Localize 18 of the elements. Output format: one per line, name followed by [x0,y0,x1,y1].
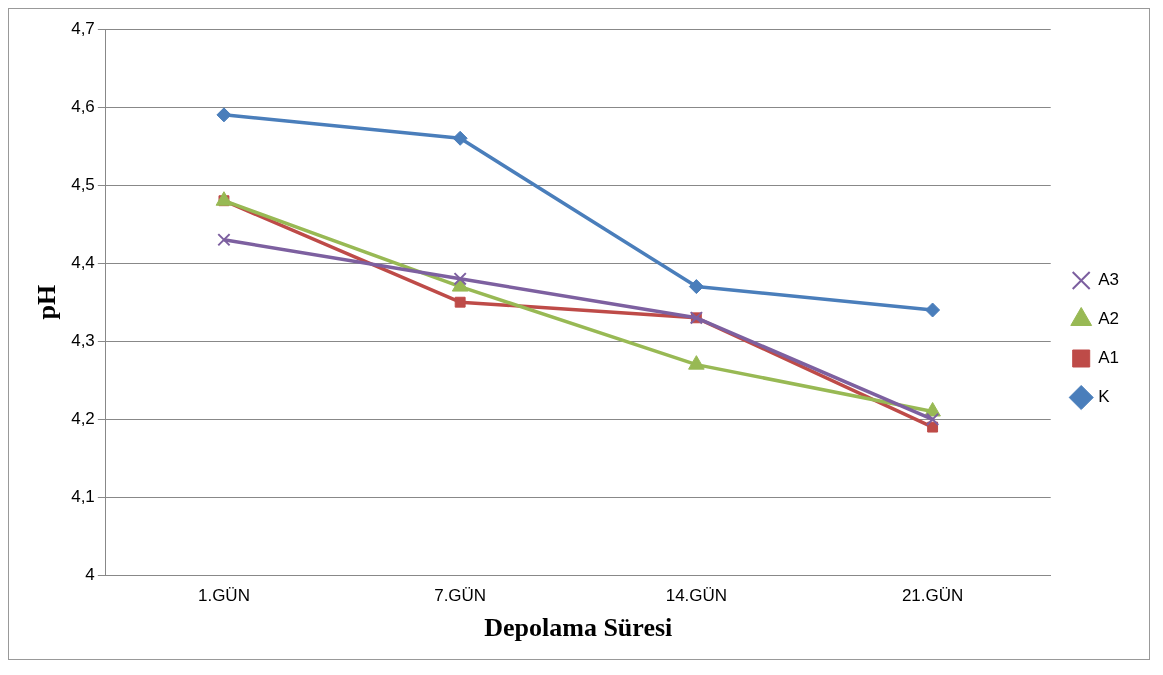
legend-label: A2 [1098,309,1119,329]
legend-label: A3 [1098,270,1119,290]
y-tick-label: 4,4 [71,252,95,272]
y-tick-label: 4,7 [71,18,95,38]
x-tick-label: 7.GÜN [434,586,487,606]
x-axis-title: Depolama Süresi [484,613,673,643]
y-tick-label: 4 [85,565,95,585]
x-tick-label: 14.GÜN [665,586,728,606]
x-tick-label: 21.GÜN [901,586,964,606]
y-axis-title: pH [32,284,62,320]
y-tick-label: 4,6 [71,96,95,116]
legend-label: K [1098,387,1111,407]
legend-label: A1 [1098,348,1119,368]
y-tick-label: 4,5 [71,174,95,194]
y-tick-label: 4,1 [71,487,95,507]
y-tick-label: 4,2 [71,408,95,428]
x-tick-label: 1.GÜN [197,586,250,606]
y-tick-label: 4,3 [71,330,95,350]
